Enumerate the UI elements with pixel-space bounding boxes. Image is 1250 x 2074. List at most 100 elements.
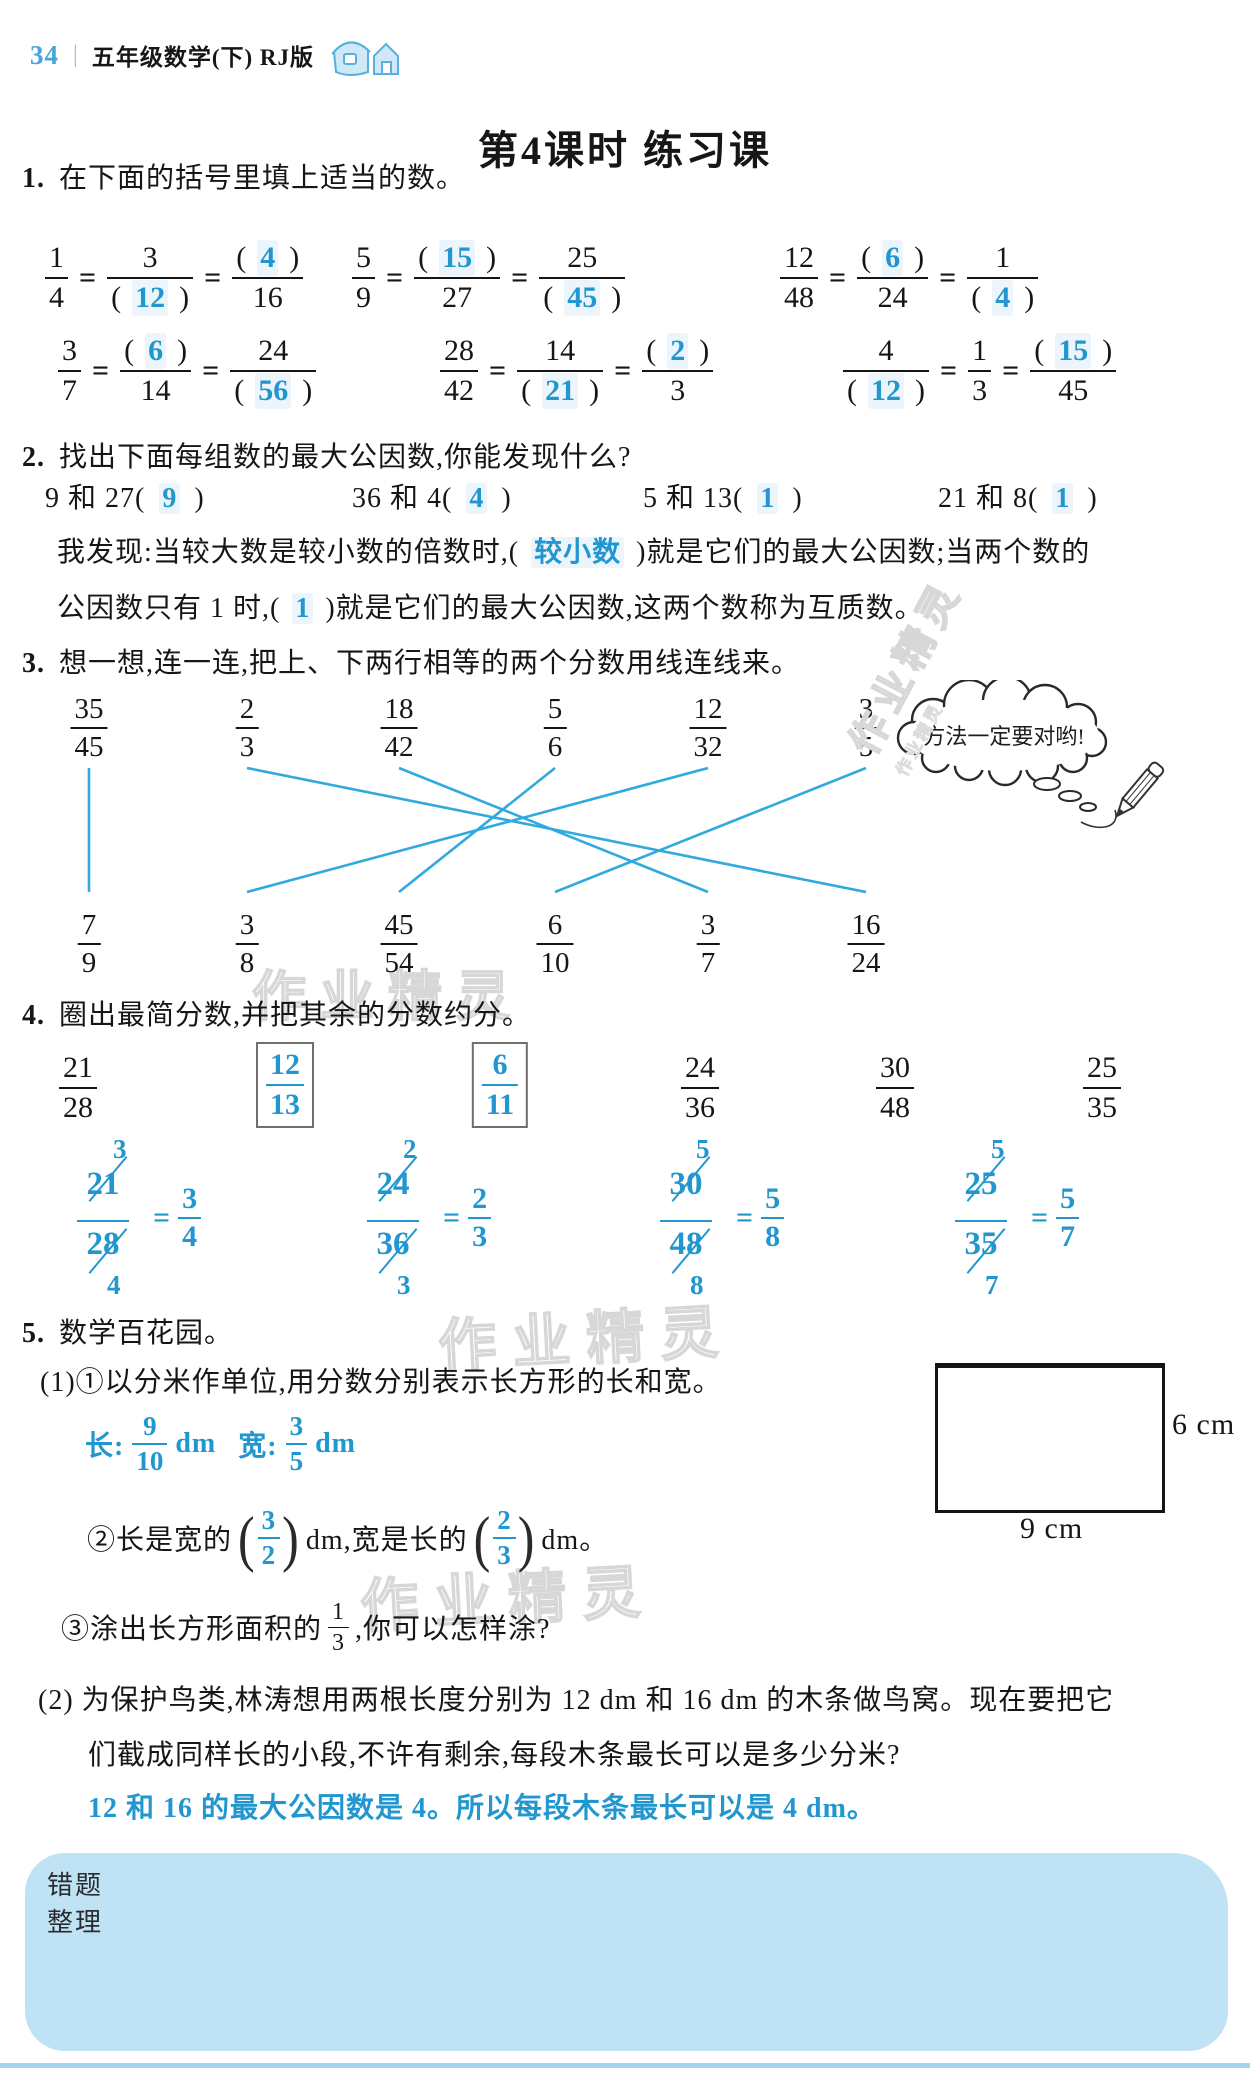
fraction-bar [955, 1220, 1007, 1222]
fraction: (6) 14 [120, 333, 192, 409]
fraction-value: 4 [49, 281, 64, 314]
denominator: 27 [438, 280, 476, 316]
close-paren: ) [1102, 334, 1113, 367]
pair-close: ) [1087, 483, 1098, 514]
close-paren: ) [177, 334, 188, 367]
answer-number: 56 [255, 373, 292, 409]
fraction-value: 16 [252, 281, 283, 314]
fraction-bar [660, 1220, 712, 1222]
fraction-bar [235, 727, 259, 729]
cancelled-fraction: 2 24 36 3 [367, 1134, 427, 1302]
denominator: 14 [137, 373, 175, 409]
numerator: 3 [182, 1182, 198, 1215]
fraction-bar [696, 943, 720, 945]
thought-bubble: 方法一定要对哟! [896, 680, 1165, 829]
denominator: 10 [540, 947, 570, 979]
pair-question: 5 和 13( [643, 483, 744, 514]
fraction-value: 3 [670, 374, 686, 407]
numerator: 28 [440, 333, 478, 369]
fraction-bar [77, 1220, 129, 1222]
finding-text: 公因数只有 1 时,( [57, 593, 281, 624]
numerator: 1 [991, 240, 1014, 276]
fraction-bar [367, 1220, 419, 1222]
pair-answer: 1 [1052, 483, 1074, 514]
denominator: 3 [497, 1540, 512, 1570]
fraction-bar [132, 1443, 168, 1445]
open-paren: ( [521, 374, 532, 407]
fraction-bar [1056, 1217, 1080, 1219]
equals-sign: = [153, 1201, 171, 1234]
fraction-bar [230, 370, 317, 372]
answer-number: 6 [882, 240, 904, 276]
numerator: 3 [58, 333, 81, 369]
numerator: 3 [139, 240, 162, 276]
width-label: 宽: [238, 1431, 278, 1462]
answer-number: 2 [667, 333, 689, 369]
part3-post: ,你可以怎样涂? [355, 1614, 551, 1645]
rectangle-figure [935, 1363, 1165, 1513]
close-paren: ) [302, 374, 313, 407]
pair-close: ) [792, 483, 803, 514]
fraction-value: 12 [784, 241, 814, 274]
fraction-bar [843, 370, 929, 372]
numerator: (15) [1030, 333, 1116, 369]
fraction-value: 1 [995, 241, 1011, 274]
denominator: 10 [136, 1446, 164, 1476]
q5-part4-answer: 12 和 16 的最大公因数是 4。所以每段木条最长可以是 4 dm。 [88, 1793, 876, 1824]
q4-prompt-line: 4. 圈出最简分数,并把其余的分数约分。 [22, 993, 531, 1033]
fraction-bar [380, 943, 418, 945]
denominator: (4) [967, 280, 1038, 316]
close-paren: ) [282, 1503, 300, 1573]
page-number: 34 [30, 39, 59, 70]
q1-equation: 28 42 = 14(21) =(2) 3 [440, 333, 714, 409]
fraction-value: 24 [258, 334, 289, 367]
equals-sign: = [939, 261, 957, 294]
fraction-value: 3 [142, 241, 158, 274]
denominator: 13 [270, 1088, 300, 1121]
denominator: 3 [332, 1629, 346, 1656]
equals-sign: = [489, 354, 507, 387]
open-paren: ( [111, 281, 122, 314]
fraction-bar [493, 1537, 516, 1539]
numerator: 6 [547, 909, 563, 941]
fraction-bar [120, 370, 192, 372]
parenthesized-answer-fraction: (2 3) [472, 1505, 538, 1571]
q2-pair: 21 和 8(1) [938, 476, 1098, 516]
fraction-bar [70, 727, 108, 729]
fraction-value: 5 [356, 241, 371, 274]
denominator: 5 [858, 731, 874, 763]
open-paren: ( [124, 334, 135, 367]
denominator: 4 [45, 280, 68, 316]
fraction-bar [328, 1626, 350, 1628]
q5-prompt-line: 5. 数学百花园。 [22, 1311, 233, 1351]
finding-text: )就是它们的最大公因数;当两个数的 [636, 537, 1091, 568]
finding-text: 我发现:当较大数是较小数的倍数时,( [57, 537, 520, 568]
fraction-bar [517, 370, 604, 372]
error-collection-box: 错题 整理 [25, 1853, 1228, 2051]
numerator: 3 [261, 1505, 277, 1535]
fraction: 24 (56) [230, 333, 317, 409]
equals-sign: = [511, 261, 529, 294]
fraction-bar [543, 727, 567, 729]
fraction: 16 24 [847, 908, 885, 980]
denominator: 11 [485, 1088, 515, 1121]
thought-dots-icon [1033, 777, 1097, 812]
equals-sign: = [92, 354, 110, 387]
fraction-value: 7 [62, 374, 77, 407]
answer-in-parens: (12) [111, 280, 189, 316]
open-paren: ( [473, 1503, 492, 1573]
equals-sign: = [1031, 1201, 1049, 1234]
parenthesized-answer-fraction: (3 2) [236, 1505, 302, 1571]
q2-pair: 5 和 13(1) [643, 476, 803, 516]
fraction-bar [689, 727, 727, 729]
equals-sign: = [386, 261, 404, 294]
denominator: 35 [1087, 1091, 1117, 1124]
q3-number: 3. [22, 648, 45, 679]
finding-text: )就是它们的最大公因数,这两个数称为互质数。 [325, 593, 924, 624]
open-paren: ( [236, 241, 247, 274]
